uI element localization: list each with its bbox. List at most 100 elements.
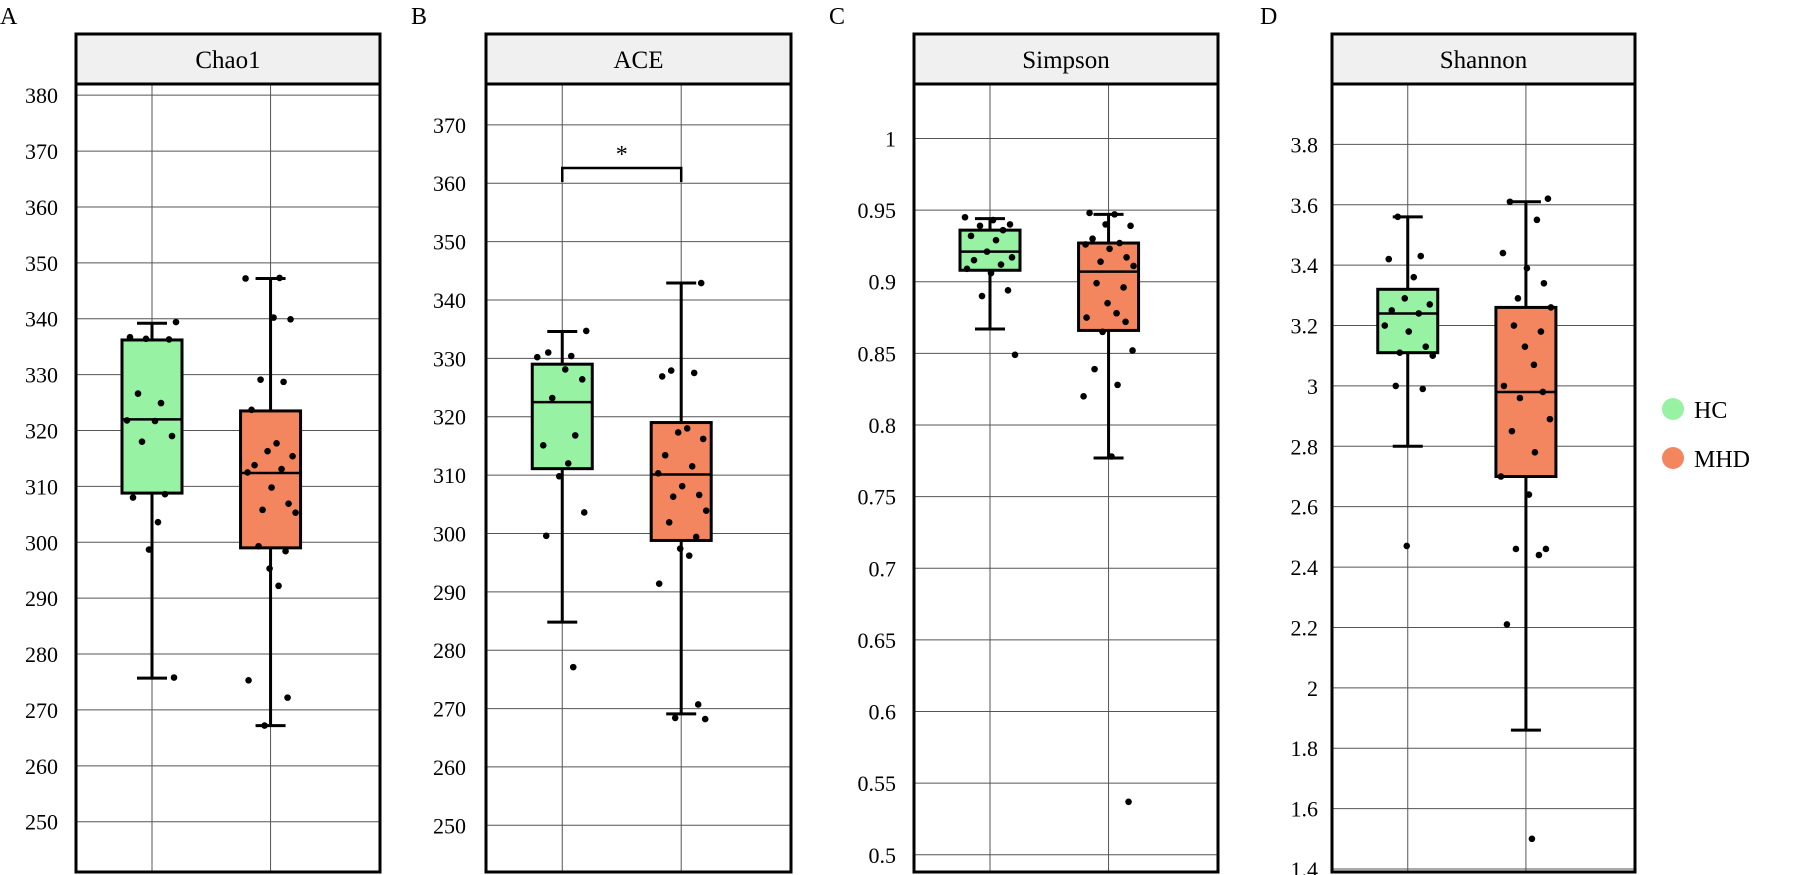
- y-axis-b: 250 260 270 280 290 300 310 320 330 340 350 360 370: [433, 113, 466, 838]
- data-point: [1506, 198, 1514, 206]
- data-point: [259, 506, 266, 514]
- data-point: [157, 399, 165, 407]
- y-tick-label: 1.8: [1291, 736, 1319, 761]
- y-tick-label: 270: [25, 698, 58, 723]
- y-tick-label: 360: [433, 171, 466, 196]
- y-tick-label: 290: [433, 580, 466, 605]
- box-a-hc: [120, 318, 184, 681]
- data-point: [671, 714, 679, 722]
- data-point: [276, 274, 283, 282]
- data-point: [1125, 798, 1132, 806]
- data-point: [1510, 322, 1518, 329]
- panel-b: B ACE 250 260 270 280 290 300 310 320 330 340 350 360…: [411, 4, 793, 874]
- y-tick-label: 330: [25, 363, 58, 388]
- y-tick-label: 270: [433, 697, 466, 722]
- y-tick-label: 0.5: [869, 843, 897, 868]
- data-point: [142, 335, 150, 343]
- data-point: [963, 265, 971, 273]
- panel-d: D Shannon 1.4 1.6 1.8 2 2.2 2.4 2.6 2.8 3 3.2 3.4 3.6…: [1260, 4, 1637, 875]
- data-point: [1542, 545, 1550, 553]
- data-point: [1512, 545, 1520, 553]
- y-tick-label: 2.6: [1291, 495, 1319, 520]
- data-point: [989, 216, 997, 224]
- y-tick-label: 3.8: [1291, 132, 1319, 157]
- data-point: [1130, 262, 1137, 270]
- data-point: [569, 663, 577, 671]
- legend-item-mhd: MHD: [1662, 447, 1750, 473]
- data-point: [170, 674, 178, 681]
- y-tick-label: 0.8: [869, 413, 897, 438]
- data-point: [1546, 415, 1554, 423]
- data-point: [1535, 551, 1543, 559]
- data-point: [1111, 211, 1118, 218]
- panels-layer: A Chao1 250 260 270 280 290 300 310 320 330 340 350 3…: [0, 4, 1637, 875]
- data-point: [1394, 213, 1402, 221]
- box-d-mhd: [1494, 195, 1558, 843]
- y-tick-label: 380: [25, 83, 58, 108]
- y-tick-label: 0.55: [858, 771, 897, 796]
- strip-header-d: [1330, 32, 1637, 86]
- data-point: [1525, 491, 1533, 498]
- data-point: [1403, 542, 1411, 550]
- y-tick-label: 370: [25, 139, 58, 164]
- significance-bracket: [561, 166, 683, 183]
- data-point: [665, 519, 673, 526]
- data-point: [1106, 245, 1113, 253]
- data-point: [544, 349, 552, 356]
- data-point: [1008, 254, 1016, 261]
- data-point: [1091, 365, 1098, 373]
- y-tick-label: 0.7: [869, 556, 897, 581]
- y-tick-label: 0.75: [858, 485, 897, 510]
- data-point: [997, 261, 1005, 268]
- data-point: [702, 507, 710, 514]
- y-tick-label: 3: [1307, 374, 1318, 399]
- data-point: [690, 369, 698, 377]
- iqr-box: [1376, 287, 1440, 355]
- data-point: [1539, 388, 1547, 396]
- panel-title-d: Shannon: [1440, 47, 1528, 74]
- data-point: [667, 367, 675, 374]
- data-point: [257, 376, 264, 383]
- data-point: [978, 292, 986, 300]
- data-point: [683, 425, 691, 432]
- panel-a: A Chao1 250 260 270 280 290 300 310 320 330 340 350 3…: [0, 4, 382, 874]
- strip-header-b: [484, 32, 793, 86]
- data-point: [1104, 299, 1111, 307]
- data-point: [692, 533, 700, 541]
- data-point: [1523, 264, 1531, 272]
- data-point: [661, 451, 669, 459]
- data-point: [1093, 279, 1100, 287]
- data-point: [1499, 249, 1507, 257]
- data-point: [261, 722, 268, 729]
- data-point: [578, 376, 586, 383]
- box-b-hc: [530, 327, 594, 671]
- y-tick-label: 370: [433, 113, 466, 138]
- y-tick-label: 0.6: [869, 700, 897, 725]
- y-tick-label: 1.6: [1291, 797, 1319, 822]
- panel-letter-c: C: [829, 4, 845, 30]
- y-tick-label: 260: [25, 754, 58, 779]
- y-tick-label: 350: [433, 230, 466, 255]
- data-point: [1540, 279, 1548, 287]
- y-tick-label: 1.4: [1291, 857, 1319, 875]
- box-c-mhd: [1077, 209, 1141, 806]
- data-point: [1392, 382, 1400, 390]
- data-point: [285, 500, 292, 508]
- data-point: [1388, 307, 1396, 314]
- y-tick-label: 340: [433, 288, 466, 313]
- data-point: [1080, 393, 1087, 400]
- data-point: [1426, 301, 1434, 308]
- data-point: [1082, 241, 1089, 248]
- y-tick-label: 360: [25, 195, 58, 220]
- y-tick-label: 310: [25, 474, 58, 499]
- data-point: [539, 442, 547, 449]
- data-point: [1528, 835, 1536, 843]
- data-point: [1497, 473, 1505, 480]
- iqr-box: [239, 409, 303, 550]
- legend-swatch-hc: [1662, 398, 1684, 420]
- data-point: [967, 232, 975, 240]
- data-point: [1516, 394, 1524, 402]
- data-point: [582, 327, 590, 335]
- data-point: [268, 484, 275, 491]
